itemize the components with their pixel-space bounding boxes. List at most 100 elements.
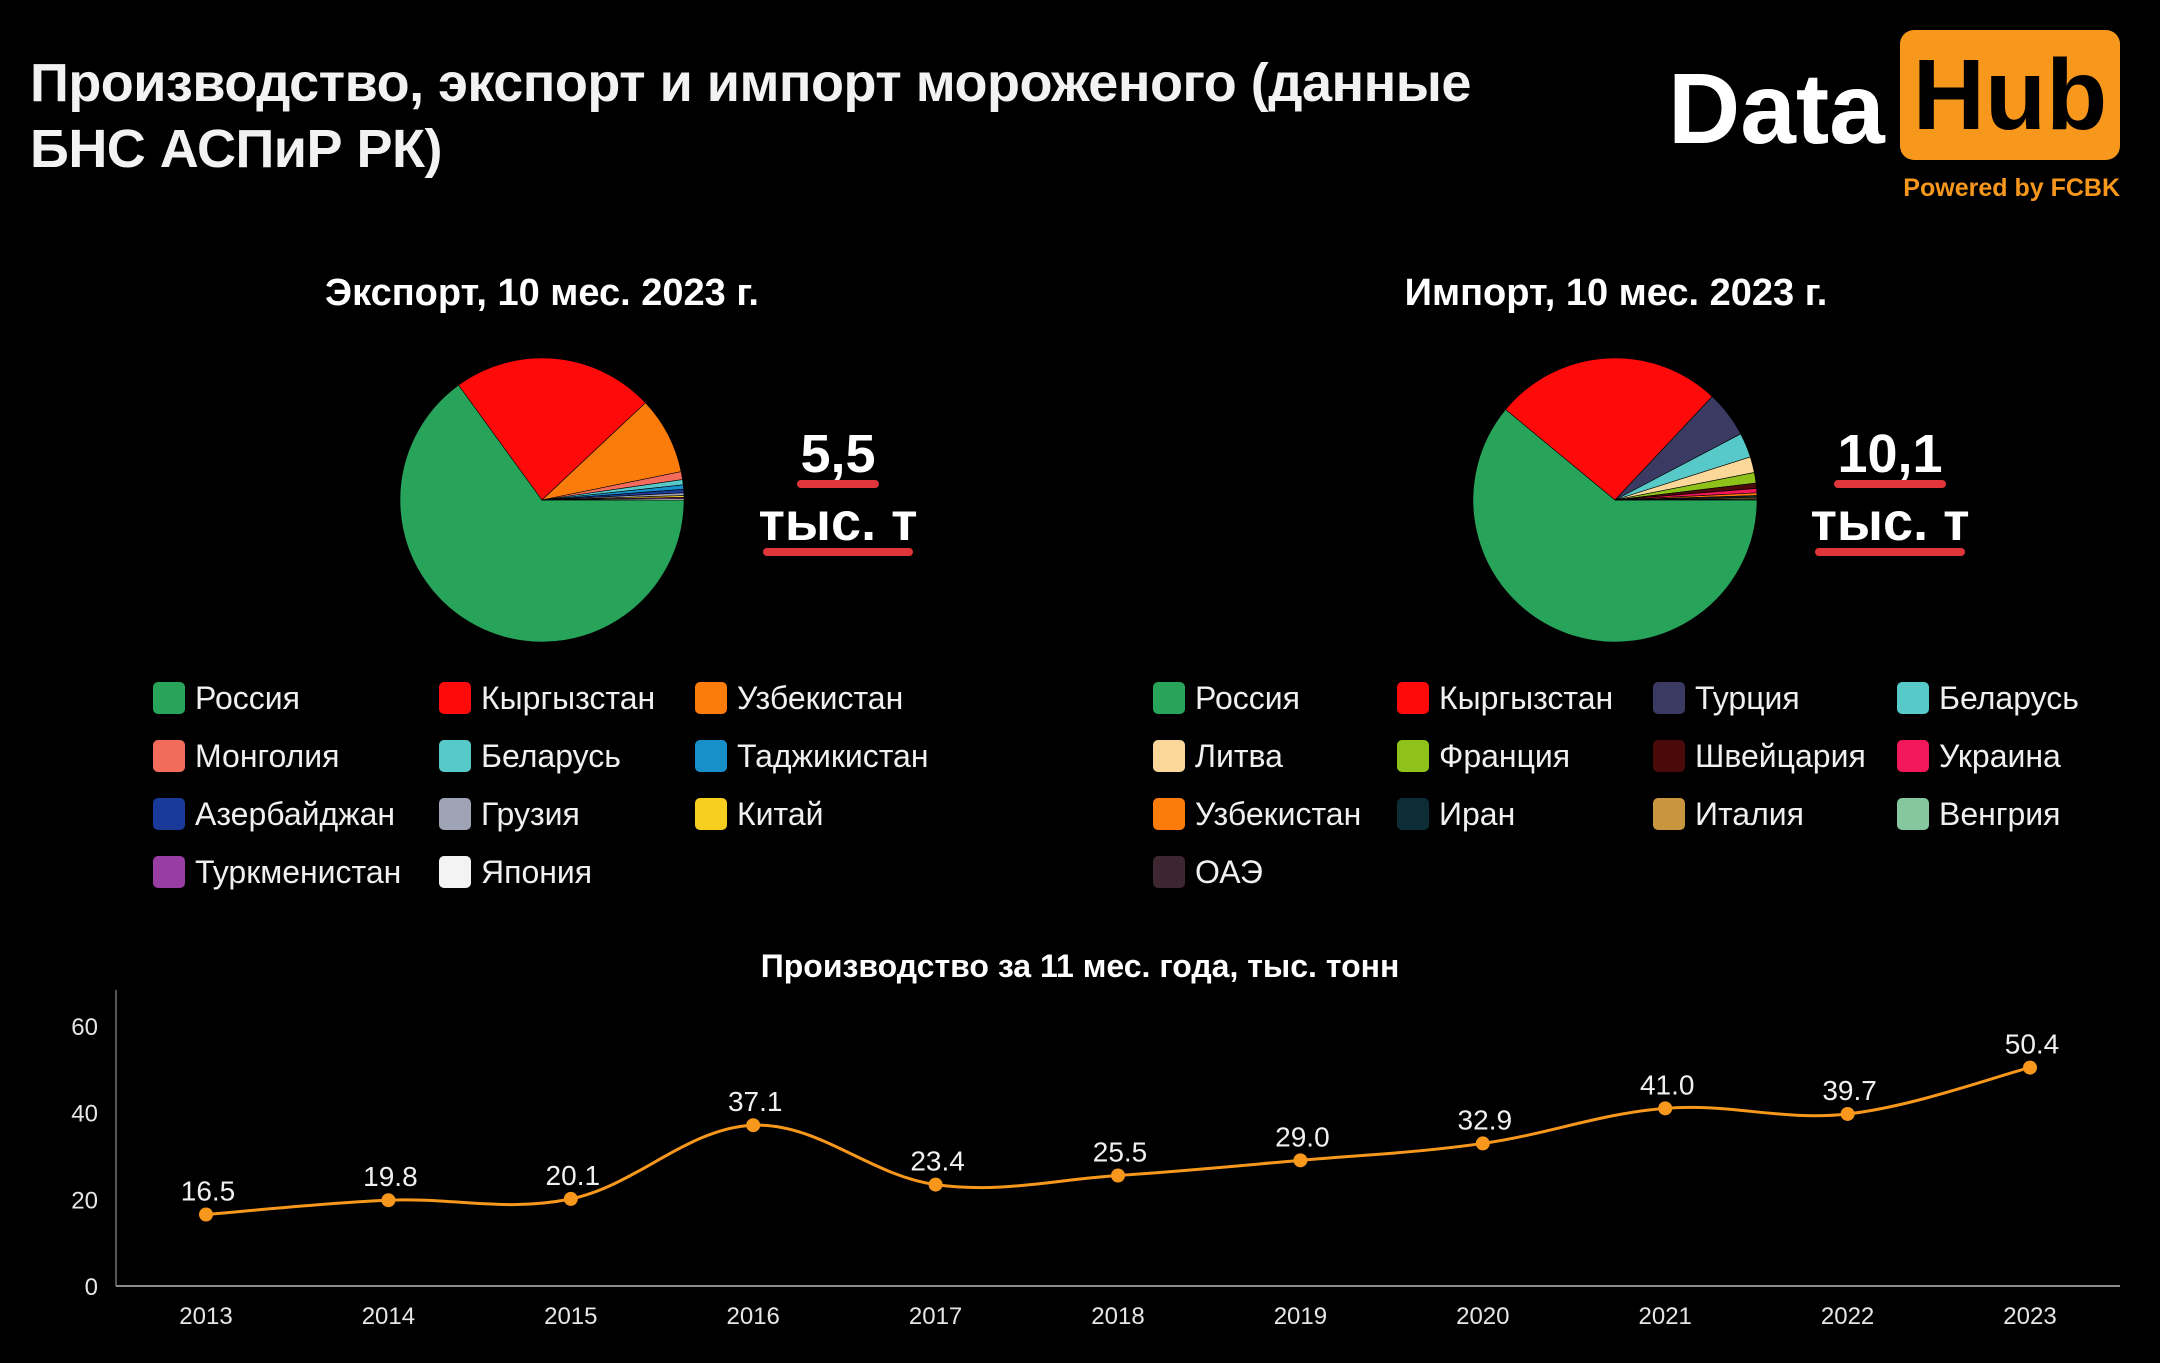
import-legend-swatch [1397, 682, 1429, 714]
export-legend-item: Грузия [439, 794, 580, 834]
data-label: 20.1 [546, 1160, 601, 1191]
export-legend-label: Узбекистан [737, 679, 904, 716]
import-legend-item: Беларусь [1897, 678, 2079, 718]
export-legend-swatch [153, 682, 185, 714]
export-legend-swatch [439, 856, 471, 888]
data-label: 39.7 [1822, 1075, 1877, 1106]
export-unit-underline [763, 548, 913, 556]
y-tick-label: 60 [71, 1014, 98, 1041]
data-point [928, 1177, 943, 1192]
import-value-underline [1834, 480, 1946, 488]
import-legend-swatch [1153, 682, 1185, 714]
data-label: 25.5 [1093, 1137, 1148, 1168]
import-legend-item: Узбекистан [1153, 794, 1361, 834]
import-pie-chart [1472, 357, 1758, 643]
import-legend-item: Италия [1653, 794, 1804, 834]
import-legend-item: ОАЭ [1153, 852, 1263, 892]
import-legend-item: Украина [1897, 736, 2061, 776]
export-legend-swatch [153, 798, 185, 830]
import-total-unit: тыс. т [1810, 492, 1970, 552]
import-legend-item: Литва [1153, 736, 1283, 776]
import-legend-swatch [1653, 682, 1685, 714]
export-legend-swatch [695, 740, 727, 772]
export-legend-item: Кыргызстан [439, 678, 655, 718]
data-label: 23.4 [910, 1146, 965, 1177]
import-legend-item: Кыргызстан [1397, 678, 1613, 718]
export-legend-swatch [695, 798, 727, 830]
import-legend-label: Венгрия [1939, 795, 2061, 832]
data-point [381, 1193, 396, 1208]
export-legend-item: Азербайджан [153, 794, 395, 834]
export-legend-label: Монголия [195, 737, 340, 774]
export-total-unit: тыс. т [758, 492, 918, 552]
data-point [1658, 1101, 1673, 1116]
import-legend-swatch [1897, 740, 1929, 772]
data-label: 29.0 [1275, 1121, 1330, 1152]
import-legend-swatch [1897, 798, 1929, 830]
x-tick-label: 2013 [179, 1303, 232, 1330]
export-legend-label: Кыргызстан [481, 679, 656, 716]
page-title: Производство, экспорт и импорт мороженог… [30, 53, 1471, 179]
import-legend-swatch [1153, 740, 1185, 772]
data-label: 32.9 [1458, 1104, 1513, 1135]
export-total: 5,5 тыс. т [738, 420, 938, 556]
export-legend-label: Азербайджан [195, 795, 396, 832]
import-legend-swatch [1153, 856, 1185, 888]
export-legend-swatch [439, 740, 471, 772]
y-tick-label: 0 [85, 1274, 98, 1301]
line-chart-title: Производство за 11 мес. года, тыс. тонн [760, 948, 1400, 984]
export-legend-item: Беларусь [439, 736, 621, 776]
data-point [1293, 1153, 1308, 1168]
import-pie-slice-0 [1472, 409, 1758, 643]
import-legend-label: Беларусь [1939, 679, 2079, 716]
import-legend-label: Турция [1695, 679, 1800, 716]
import-legend-swatch [1653, 740, 1685, 772]
data-label: 50.4 [2005, 1029, 2060, 1060]
data-label: 37.1 [728, 1086, 783, 1117]
import-legend-item: Венгрия [1897, 794, 2060, 834]
data-point [1111, 1168, 1125, 1183]
import-legend-item: Иран [1397, 794, 1515, 834]
import-legend-label: Литва [1195, 737, 1283, 774]
x-tick-label: 2022 [1821, 1303, 1874, 1330]
export-legend-label: Грузия [481, 795, 580, 832]
y-tick-label: 40 [71, 1101, 98, 1128]
import-total: 10,1 тыс. т [1790, 420, 1990, 556]
import-legend-swatch [1653, 798, 1685, 830]
export-legend-label: Туркменистан [195, 853, 402, 890]
data-point [2023, 1060, 2037, 1075]
import-legend-item: Турция [1653, 678, 1800, 718]
import-legend-item: Россия [1153, 678, 1300, 718]
x-tick-label: 2020 [1456, 1303, 1509, 1330]
export-pie-slice-0 [399, 384, 685, 643]
export-legend-label: Япония [481, 853, 593, 890]
import-legend-item: Швейцария [1653, 736, 1866, 776]
export-pie-slice-10 [541, 498, 685, 501]
export-legend-label: Таджикистан [737, 737, 929, 774]
import-pie-title: Импорт, 10 мес. 2023 г. [1404, 272, 1828, 314]
import-legend-label: Узбекистан [1195, 795, 1362, 832]
x-tick-label: 2018 [1091, 1303, 1144, 1330]
data-label: 16.5 [181, 1176, 236, 1207]
import-legend-swatch [1397, 798, 1429, 830]
logo-hub-badge: Hub [1900, 30, 2120, 160]
import-legend-item: Франция [1397, 736, 1570, 776]
data-point [1475, 1136, 1490, 1151]
import-legend: Россия Кыргызстан Турция Беларусь Литва Франц… [1153, 678, 2153, 898]
data-point [1840, 1106, 1855, 1121]
export-legend-item: Россия [153, 678, 300, 718]
export-value-underline [797, 480, 879, 488]
import-legend-label: Франция [1439, 737, 1571, 774]
import-legend-label: Италия [1695, 795, 1804, 832]
export-legend-item: Монголия [153, 736, 339, 776]
export-legend-label: Китай [737, 795, 824, 832]
import-unit-underline [1815, 548, 1965, 556]
export-legend-item: Узбекистан [695, 678, 903, 718]
x-tick-label: 2014 [362, 1303, 415, 1330]
import-legend-label: Украина [1939, 737, 2061, 774]
import-legend-label: Швейцария [1695, 737, 1866, 774]
export-legend-label: Россия [195, 679, 300, 716]
export-legend: Россия Кыргызстан Узбекистан Монголия Белару… [153, 678, 1053, 898]
import-total-value: 10,1 [1837, 424, 1943, 484]
logo-data-text: Data [1668, 53, 1885, 165]
